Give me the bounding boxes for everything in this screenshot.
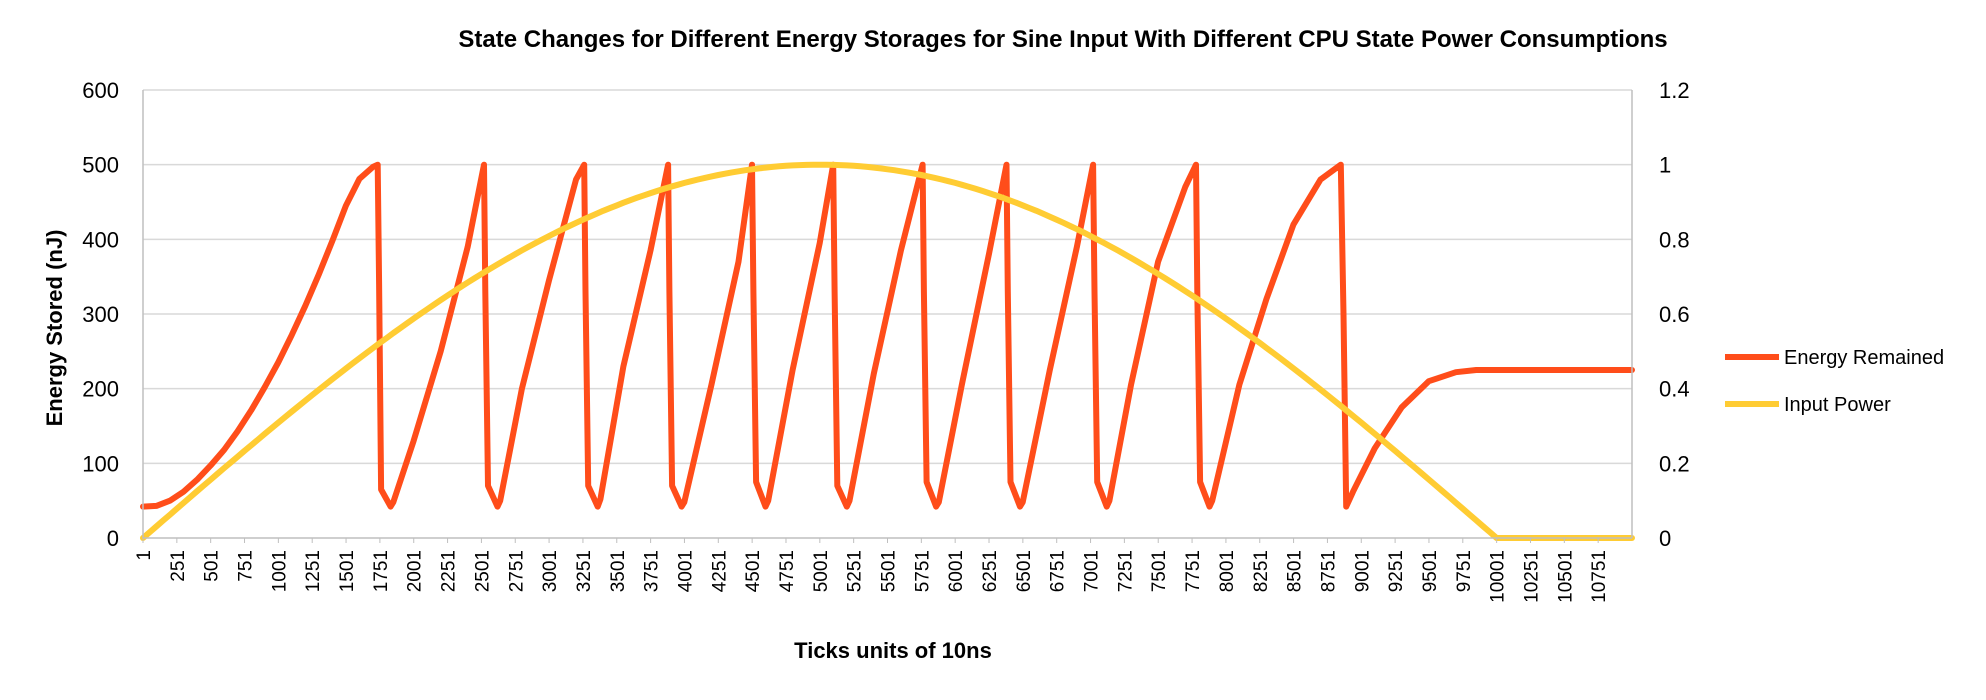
y2-tick-label: 1.2 <box>1659 78 1690 103</box>
series-line-2 <box>140 161 1635 541</box>
x-tick-label: 7501 <box>1149 550 1170 592</box>
y-tick-label: 600 <box>82 78 119 103</box>
x-tick-label: 751 <box>236 550 257 582</box>
x-tick-label: 3751 <box>642 550 663 592</box>
x-axis-ticks: 1 251 501 751 1001 1251 1501 1751 2001 2251 2501 27… <box>134 538 1610 603</box>
y-tick-label: 300 <box>82 302 119 327</box>
x-tick-label: 6501 <box>1014 550 1035 592</box>
x-tick-label: 4751 <box>777 550 798 592</box>
x-tick-label: 251 <box>168 550 189 582</box>
x-tick-label: 4501 <box>743 550 764 592</box>
x-tick-label: 1 <box>134 550 155 561</box>
x-tick-label: 10251 <box>1521 550 1542 603</box>
y2-tick-label: 0.4 <box>1659 377 1690 402</box>
x-tick-label: 2001 <box>405 550 426 592</box>
legend-label: Energy Remained <box>1784 347 1944 369</box>
x-tick-label: 9501 <box>1420 550 1441 592</box>
x-tick-label: 7001 <box>1082 550 1103 592</box>
chart-title: State Changes for Different Energy Stora… <box>458 26 1667 53</box>
x-tick-label: 3501 <box>608 550 629 592</box>
y2-tick-label: 0.2 <box>1659 451 1690 476</box>
x-tick-label: 5501 <box>879 550 900 592</box>
x-tick-label: 8501 <box>1285 550 1306 592</box>
y-tick-label: 400 <box>82 227 119 252</box>
x-tick-label: 4251 <box>709 550 730 592</box>
y2-tick-label: 0 <box>1659 526 1671 551</box>
x-tick-label: 1001 <box>269 550 290 592</box>
x-tick-label: 10001 <box>1488 550 1509 603</box>
x-tick-label: 3251 <box>574 550 595 592</box>
x-tick-label: 10751 <box>1589 550 1610 603</box>
x-axis-title: Ticks units of 10ns <box>794 638 992 663</box>
x-tick-label: 8751 <box>1318 550 1339 592</box>
y-axis-ticks: 0 100 200 300 400 500 600 <box>82 78 119 551</box>
y-tick-label: 0 <box>107 526 119 551</box>
x-tick-label: 5251 <box>845 550 866 592</box>
x-tick-label: 9751 <box>1454 550 1475 592</box>
x-tick-label: 5001 <box>811 550 832 592</box>
y-axis-title: Energy Stored (nJ) <box>42 230 67 427</box>
y2-tick-label: 0.8 <box>1659 227 1690 252</box>
x-tick-label: 6251 <box>980 550 1001 592</box>
x-tick-label: 501 <box>202 550 223 582</box>
y-tick-label: 200 <box>82 377 119 402</box>
x-tick-label: 1751 <box>371 550 392 592</box>
series-layer <box>140 161 1635 541</box>
x-tick-label: 5751 <box>912 550 933 592</box>
series-line-1 <box>140 161 1635 510</box>
legend: Energy Remained Input Power <box>1725 347 1944 416</box>
x-tick-label: 10501 <box>1555 550 1576 603</box>
y-tick-label: 100 <box>82 451 119 476</box>
x-tick-label: 9251 <box>1386 550 1407 592</box>
x-tick-label: 6001 <box>946 550 967 592</box>
y2-tick-label: 1 <box>1659 153 1671 178</box>
x-tick-label: 8251 <box>1251 550 1272 592</box>
x-tick-label: 4001 <box>675 550 696 592</box>
legend-label: Input Power <box>1784 394 1891 416</box>
x-tick-label: 2751 <box>506 550 527 592</box>
x-tick-label: 1251 <box>303 550 324 592</box>
x-tick-label: 8001 <box>1217 550 1238 592</box>
x-tick-label: 6751 <box>1048 550 1069 592</box>
x-tick-label: 1501 <box>337 550 358 592</box>
y2-tick-label: 0.6 <box>1659 302 1690 327</box>
x-tick-label: 2501 <box>472 550 493 592</box>
gridlines <box>143 89 1632 465</box>
x-tick-label: 7251 <box>1115 550 1136 592</box>
x-tick-label: 2251 <box>439 550 460 592</box>
x-tick-label: 9001 <box>1352 550 1373 592</box>
x-tick-label: 3001 <box>540 550 561 592</box>
y2-axis-ticks: 0 0.2 0.4 0.6 0.8 1 1.2 <box>1659 78 1690 551</box>
y-tick-label: 500 <box>82 153 119 178</box>
x-tick-label: 7751 <box>1183 550 1204 592</box>
